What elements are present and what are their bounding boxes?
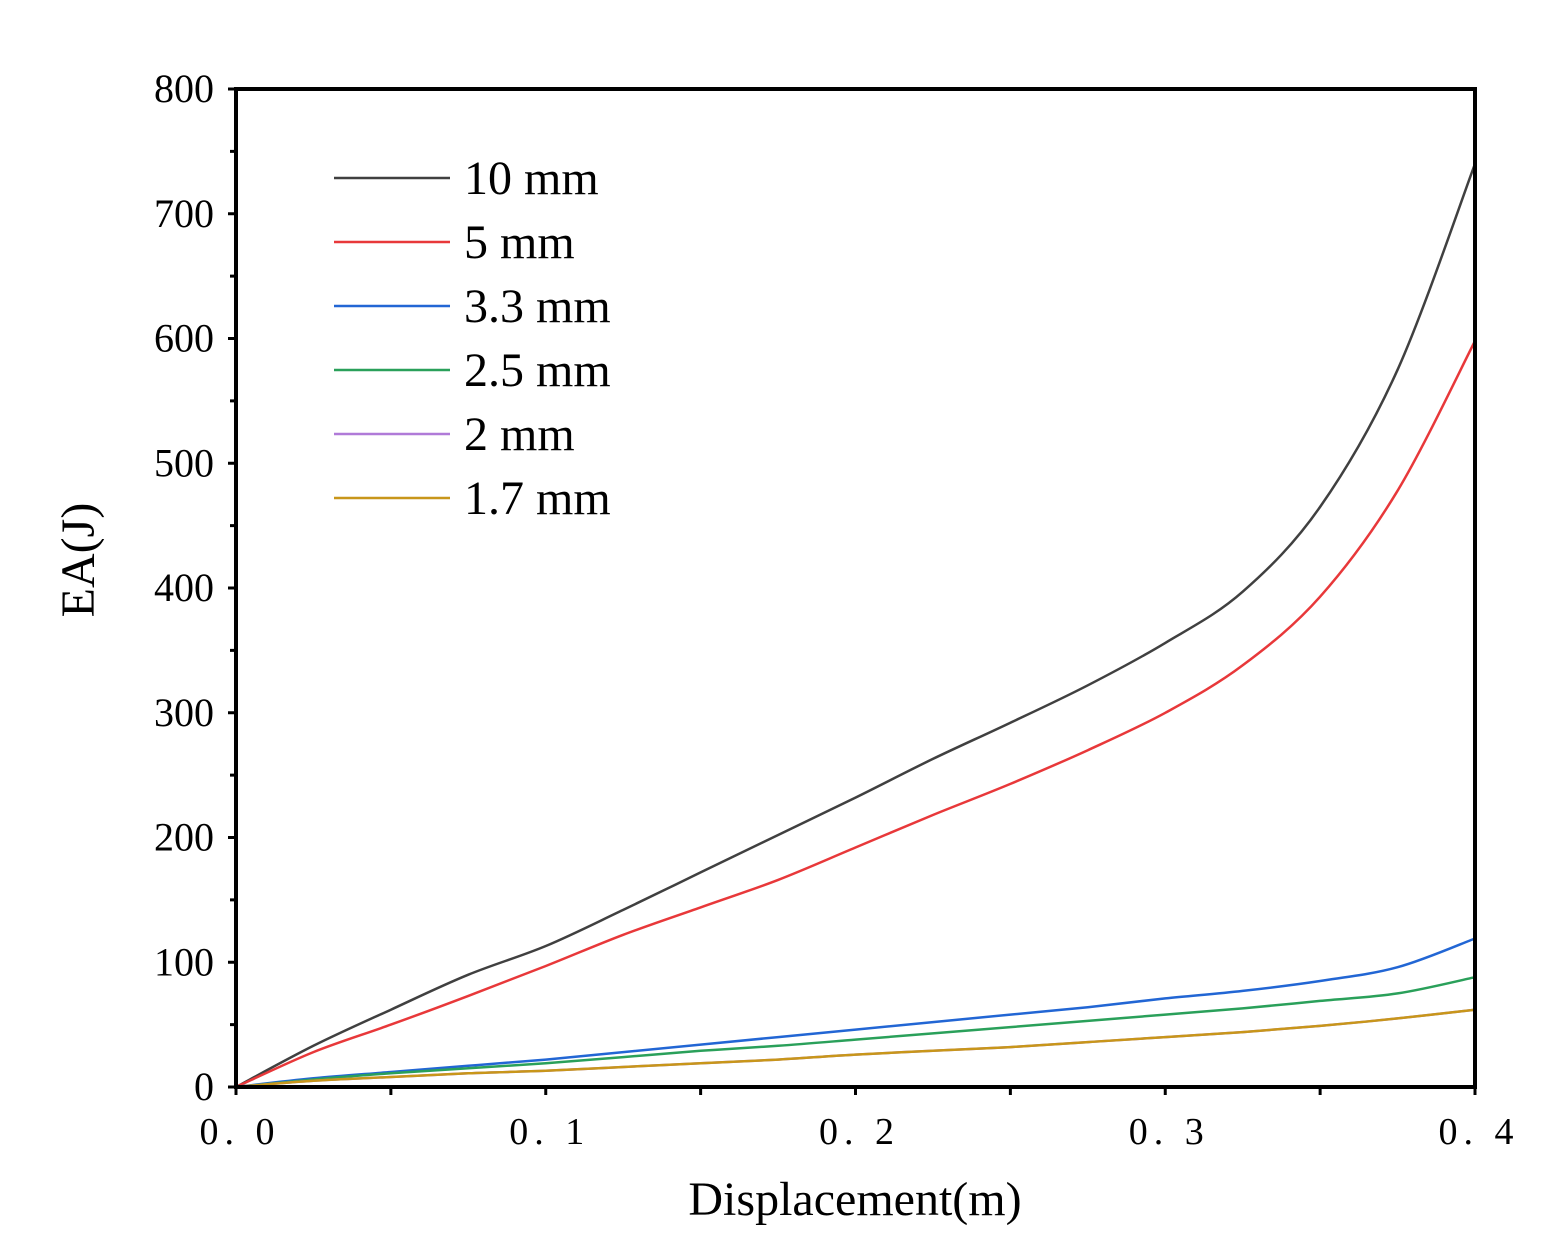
legend-label-10-mm: 10 mm [464,152,599,205]
series-line-3-3-mm [234,937,1477,1089]
x-tick-label: 0. 1 [509,1111,590,1153]
legend-label-2-5-mm: 2.5 mm [464,344,611,397]
plot-frame [234,87,1477,1089]
legend-label-2-mm: 2 mm [464,408,575,461]
y-axis-title: EA(J) [52,503,105,618]
y-tick-label: 100 [154,939,214,984]
series-line-10-mm [234,162,1477,1089]
y-tick-label: 700 [154,191,214,236]
y-tick-label: 300 [154,690,214,735]
x-tick-label: 0. 3 [1129,1111,1210,1153]
y-tick-label: 200 [154,815,214,860]
x-tick-label: 0. 0 [200,1111,281,1153]
y-tick-label: 800 [154,66,214,111]
x-tick-label: 0. 4 [1439,1111,1520,1153]
x-axis-title: Displacement(m) [688,1173,1021,1226]
y-tick-label: 500 [154,440,214,485]
y-tick-label: 600 [154,316,214,361]
legend-label-3-3-mm: 3.3 mm [464,280,611,333]
series-line-1-7-mm [234,1008,1477,1089]
x-tick-label: 0. 2 [819,1111,900,1153]
series-line-5-mm [234,339,1477,1089]
y-tick-label: 400 [154,565,214,610]
y-tick-label: 0 [194,1064,214,1109]
legend-label-1-7-mm: 1.7 mm [464,472,611,525]
legend: 10 mm 5 mm 3.3 mm 2.5 mm 2 mm 1.7 mm [334,152,611,525]
series-line-2-5-mm [234,975,1477,1089]
legend-label-5-mm: 5 mm [464,216,575,269]
